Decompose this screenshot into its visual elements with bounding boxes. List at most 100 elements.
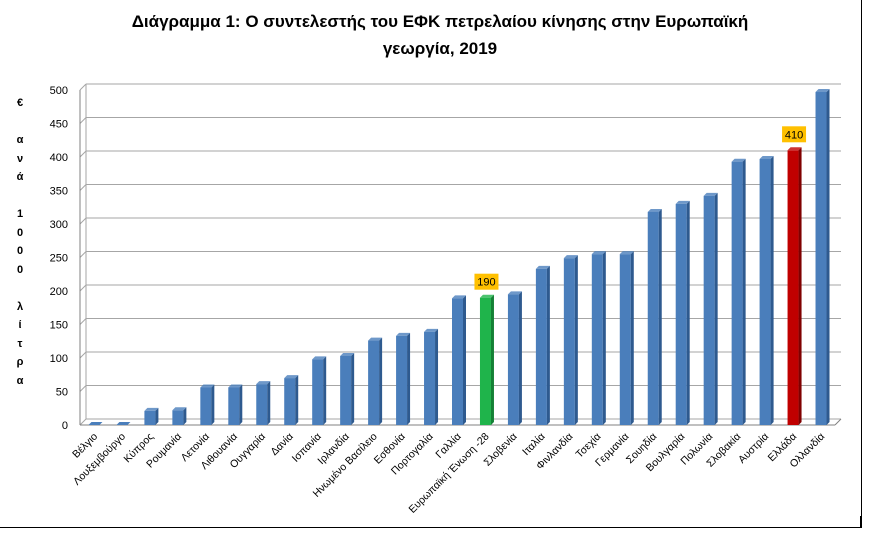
gridline-depth — [79, 83, 87, 91]
bar — [591, 254, 603, 425]
frame-corner-mark — [860, 516, 862, 528]
bar-side — [686, 200, 690, 425]
bar-top — [256, 381, 271, 385]
bar-top — [228, 384, 243, 388]
y-tick-label: 150 — [50, 320, 68, 332]
bar — [563, 258, 575, 425]
bar-top — [647, 208, 662, 212]
bar-side — [463, 295, 466, 425]
bar-top — [368, 337, 383, 341]
bar-side — [826, 89, 830, 425]
bar — [759, 159, 771, 425]
x-tick-label: Αυστρία — [736, 431, 771, 466]
bar-side — [742, 158, 746, 425]
x-axis-depth — [834, 418, 842, 426]
bar-top — [312, 356, 327, 360]
bar — [535, 268, 547, 425]
y-tick-label: 100 — [50, 353, 68, 365]
gridline-depth — [79, 217, 87, 225]
bar — [619, 254, 631, 425]
bar — [396, 335, 408, 425]
bar-side — [546, 265, 550, 425]
data-label-box — [782, 126, 807, 143]
bar-side — [267, 381, 271, 425]
bar-top — [563, 255, 578, 259]
bar-side — [323, 356, 327, 425]
bar-side — [351, 352, 355, 425]
bar-side — [574, 255, 578, 425]
gridline-depth — [79, 117, 87, 124]
bar-side — [435, 328, 439, 425]
bar-top — [731, 158, 746, 162]
chart-title-line-2: γεωργία, 2019 — [382, 39, 498, 58]
bar-side — [407, 332, 411, 425]
y-tick-label: 300 — [50, 219, 68, 231]
bar-top — [619, 251, 634, 255]
bar — [228, 387, 240, 425]
bar — [368, 340, 380, 425]
bar-side — [295, 375, 299, 425]
y-tick-label: 200 — [50, 286, 68, 298]
bar — [675, 203, 687, 425]
y-axis-label-char: ά — [16, 171, 24, 183]
bar — [144, 410, 156, 425]
bar — [507, 294, 519, 425]
y-axis-label-char: λ — [16, 300, 24, 313]
y-axis-label-char: 0 — [16, 263, 24, 276]
bar-top — [396, 332, 411, 336]
gridline-depth — [79, 284, 87, 292]
bar — [256, 384, 268, 425]
bar-side — [183, 407, 187, 425]
bar-top — [144, 407, 159, 411]
chart-title-line-1: Διάγραμμα 1: Ο συντελεστής του ΕΦΚ πετρε… — [131, 12, 749, 31]
gridline-depth — [79, 251, 87, 258]
bar-side — [211, 384, 215, 425]
y-tick-label: 50 — [56, 387, 68, 399]
bar — [452, 298, 463, 425]
data-label-box — [474, 273, 499, 290]
bar-top — [200, 384, 215, 388]
y-axis-label-char: ν — [16, 152, 24, 165]
bar-top — [424, 328, 439, 332]
y-tick-label: 400 — [50, 152, 68, 164]
y-tick-label: 450 — [50, 119, 68, 131]
bar — [703, 195, 715, 425]
bar-top — [479, 294, 494, 298]
chart-frame — [0, 0, 862, 528]
bar-side — [630, 251, 634, 425]
gridline-depth — [79, 385, 87, 392]
data-label: 410 — [785, 129, 803, 141]
bar-side — [518, 291, 522, 425]
bar-side — [798, 147, 802, 426]
chart-title: Διάγραμμα 1: Ο συντελεστής του ΕΦΚ πετρε… — [60, 8, 820, 62]
bar-top — [340, 352, 355, 356]
bar — [340, 355, 352, 425]
bar — [731, 161, 743, 425]
bar-top — [759, 156, 774, 160]
gridline-depth — [79, 418, 87, 426]
bar-top — [787, 147, 802, 151]
bar-side — [770, 156, 774, 425]
bar-side — [155, 407, 159, 425]
y-axis-label-char: 0 — [16, 245, 24, 257]
bar — [424, 331, 436, 425]
bar — [815, 92, 827, 425]
y-axis-label-char: α — [16, 134, 24, 146]
bar-top — [172, 407, 187, 411]
bar-side — [379, 337, 383, 425]
y-axis-label-char: ρ — [16, 356, 24, 368]
data-label: 190 — [477, 277, 495, 289]
bar — [200, 387, 212, 425]
y-tick-label: 500 — [50, 85, 68, 97]
bar-top — [452, 295, 466, 299]
bar — [647, 211, 659, 425]
bar-top — [284, 375, 299, 379]
y-axis-label-char: α — [16, 374, 24, 387]
y-tick-label: 350 — [50, 186, 68, 198]
gridline-depth — [79, 351, 87, 359]
bar-side — [602, 251, 606, 425]
y-axis-label-char: ί — [18, 319, 22, 331]
gridline-depth — [79, 184, 87, 191]
